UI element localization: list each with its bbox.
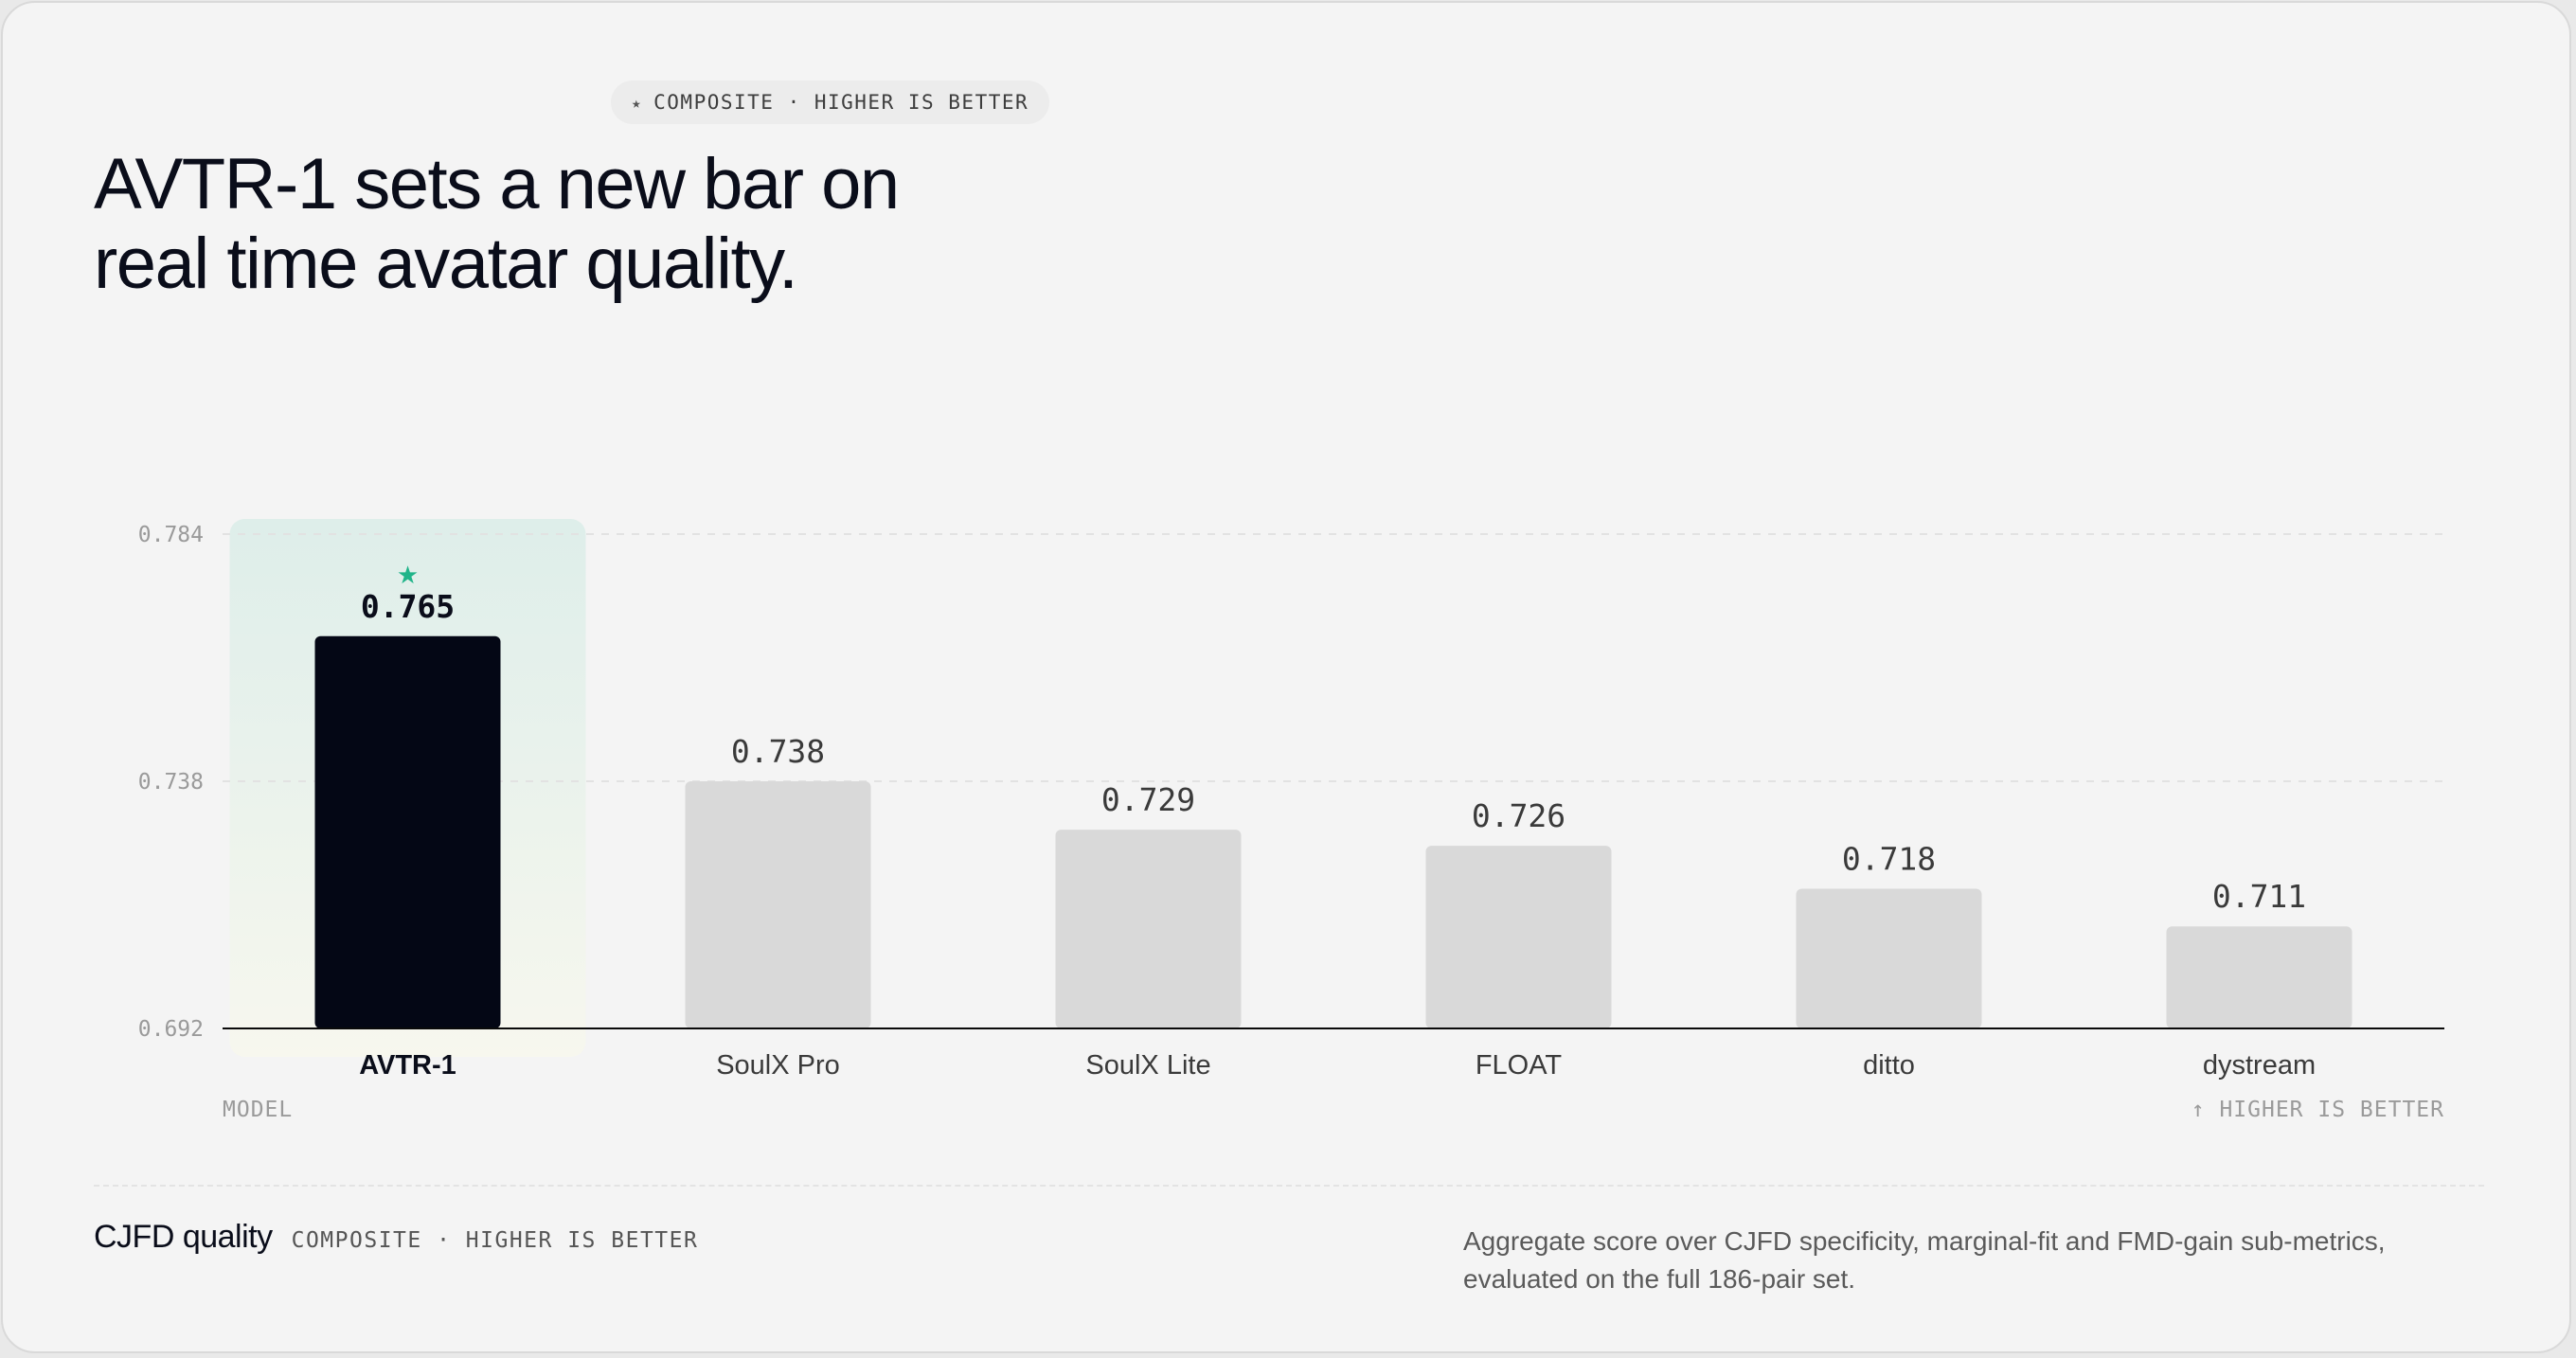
headline-line-1: AVTR-1 sets a new bar on bbox=[94, 144, 900, 224]
metric-subtitle: COMPOSITE · HIGHER IS BETTER bbox=[291, 1228, 699, 1253]
bar-value-label: 0.726 bbox=[1472, 797, 1565, 834]
metric-name: CJFD quality bbox=[94, 1219, 273, 1255]
y-tick-label: 0.738 bbox=[138, 770, 204, 795]
bar-value-label: 0.729 bbox=[1101, 781, 1195, 818]
x-category-label: dystream bbox=[2203, 1050, 2316, 1081]
star-marker-icon: ★ bbox=[397, 561, 419, 589]
bar-value-label: 0.718 bbox=[1842, 840, 1936, 877]
headline-line-2: real time avatar quality. bbox=[94, 223, 798, 304]
bar bbox=[685, 781, 871, 1028]
bar-highlight bbox=[314, 635, 501, 1028]
y-tick-label: 0.692 bbox=[138, 1017, 204, 1042]
star-icon: ★ bbox=[632, 93, 643, 112]
metric-tag-label: COMPOSITE · HIGHER IS BETTER bbox=[653, 91, 1029, 114]
x-category-label: AVTR-1 bbox=[359, 1050, 456, 1081]
bar bbox=[1055, 830, 1242, 1028]
footer-metric: CJFD quality COMPOSITE · HIGHER IS BETTE… bbox=[94, 1219, 698, 1256]
x-category-label: ditto bbox=[1863, 1050, 1915, 1081]
bar bbox=[1425, 846, 1612, 1028]
metric-description: Aggregate score over CJFD specificity, m… bbox=[1463, 1226, 2386, 1294]
headline: AVTR-1 sets a new bar on real time avata… bbox=[94, 145, 1136, 304]
bar-chart: 0.784 0.738 0.692 0.765★ AVTR-1 0.738 SoulX Pr… bbox=[138, 519, 2444, 1122]
bar bbox=[1796, 888, 1982, 1028]
x-category-label: FLOAT bbox=[1476, 1050, 1563, 1081]
metric-tag: ★ COMPOSITE · HIGHER IS BETTER bbox=[611, 80, 1050, 124]
bar bbox=[2166, 926, 2352, 1028]
y-tick-label: 0.784 bbox=[138, 523, 204, 547]
bar-value-label: 0.711 bbox=[2212, 878, 2306, 915]
bar-value-label: 0.765 bbox=[361, 588, 455, 625]
footer-divider bbox=[94, 1185, 2484, 1187]
bar-value-label: 0.738 bbox=[731, 733, 825, 770]
x-category-label: SoulX Lite bbox=[1085, 1050, 1210, 1081]
x-axis-title: MODEL bbox=[223, 1098, 293, 1122]
x-category-label: SoulX Pro bbox=[716, 1050, 840, 1081]
direction-note: ↑ HIGHER IS BETTER bbox=[2191, 1098, 2444, 1122]
